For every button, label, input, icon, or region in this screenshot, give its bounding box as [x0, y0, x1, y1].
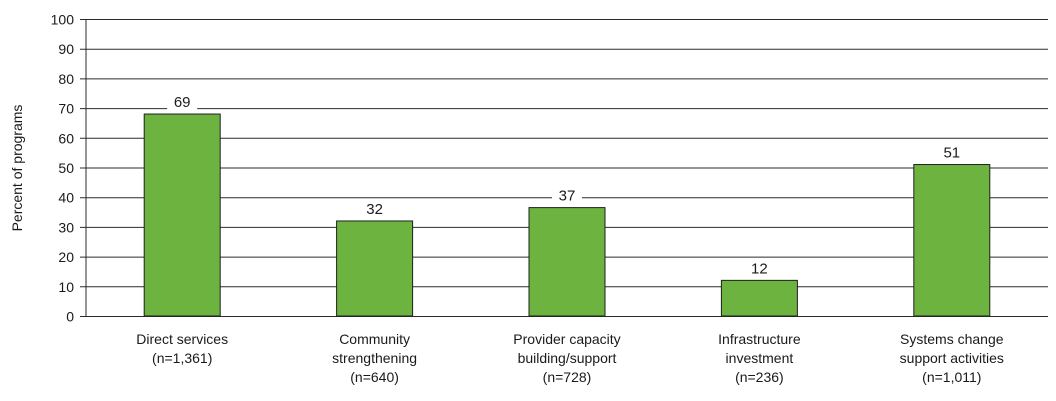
bar-value-label: 32 — [366, 201, 383, 218]
y-tick-label: 40 — [58, 190, 74, 206]
bar — [913, 164, 991, 317]
data-label-background — [744, 258, 775, 277]
y-tick-label: 90 — [58, 41, 74, 57]
y-tick-label: 50 — [58, 160, 74, 176]
bar-value-label: 51 — [943, 145, 960, 162]
y-tick-label: 60 — [58, 130, 74, 146]
y-tick-label: 100 — [51, 12, 75, 28]
y-tick-label: 0 — [66, 309, 74, 325]
y-tick-label: 80 — [58, 71, 74, 87]
bar — [143, 113, 221, 317]
x-category-label: building/support — [518, 350, 617, 366]
bar — [336, 220, 414, 317]
y-axis-label: Percent of programs — [9, 105, 25, 232]
x-category-label: Community — [339, 331, 410, 347]
bar-value-label: 12 — [751, 260, 768, 277]
x-category-label: investment — [726, 350, 794, 366]
y-tick-label: 70 — [58, 101, 74, 117]
x-category-labels: Direct services (n=1,361) Community strengt… — [136, 331, 1004, 385]
y-tick-label: 30 — [58, 219, 74, 235]
bar-value-label: 37 — [559, 188, 576, 205]
x-category-label: support activities — [900, 350, 1004, 366]
y-tick-labels: 0 10 20 30 40 50 60 70 80 90 100 — [51, 12, 75, 325]
x-category-label: Systems change — [900, 331, 1004, 347]
bar — [528, 207, 606, 317]
x-category-label: Provider capacity — [513, 331, 620, 347]
data-label-background — [552, 185, 582, 204]
y-tick-label: 20 — [58, 249, 74, 265]
bars: 69 32 37 12 51 — [143, 92, 991, 317]
data-label-background — [936, 142, 967, 161]
bar-value-label: 69 — [174, 94, 191, 111]
x-category-label: (n=236) — [735, 369, 784, 385]
x-category-label: Direct services — [136, 331, 228, 347]
x-category-label: Infrastructure — [718, 331, 801, 347]
x-category-label: (n=1,011) — [922, 369, 981, 385]
data-label-background — [359, 198, 390, 217]
x-category-label: (n=1,361) — [152, 350, 212, 366]
x-category-label: (n=728) — [543, 369, 592, 385]
bar — [720, 279, 798, 317]
x-category-label: strengthening — [332, 350, 417, 366]
data-label-background — [167, 92, 198, 111]
x-category-label: (n=640) — [350, 369, 399, 385]
y-tick-label: 10 — [58, 279, 74, 295]
